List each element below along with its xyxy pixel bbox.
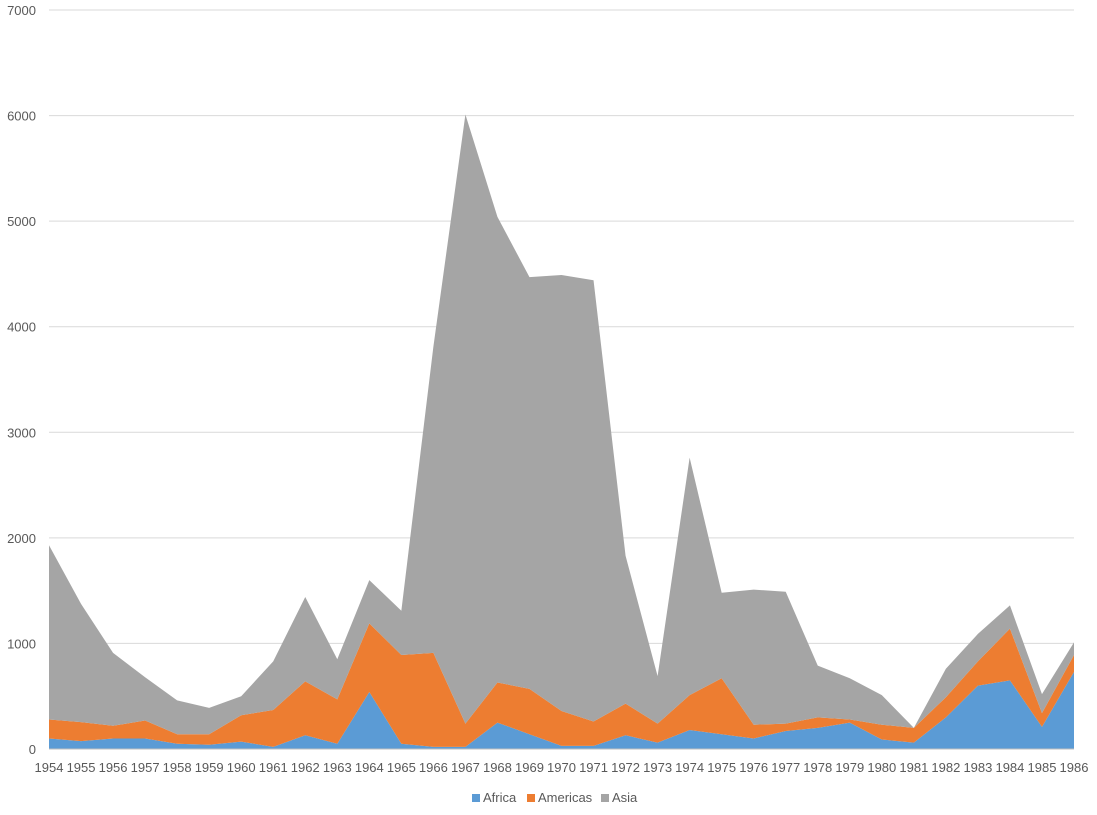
x-tick-label: 1957 [131,760,160,775]
area-africa [49,671,1074,749]
x-tick-label: 1969 [515,760,544,775]
x-tick-label: 1954 [35,760,64,775]
x-tick-label: 1966 [419,760,448,775]
x-tick-label: 1983 [963,760,992,775]
x-tick-label: 1962 [291,760,320,775]
x-tick-label: 1955 [67,760,96,775]
x-tick-label: 1960 [227,760,256,775]
legend-label-americas: Americas [538,790,593,805]
legend-swatch-asia [601,794,609,802]
x-tick-label: 1965 [387,760,416,775]
x-axis-ticks: 1954 1955 1956 1957 1958 1959 1960 1961 1962 1963… [35,760,1089,775]
y-tick-label: 4000 [7,320,36,335]
x-tick-label: 1981 [899,760,928,775]
x-tick-label: 1979 [835,760,864,775]
y-tick-label: 0 [29,742,36,757]
legend: Africa Americas Asia [472,790,638,805]
x-tick-label: 1971 [579,760,608,775]
y-tick-label: 5000 [7,214,36,229]
area-series [49,114,1074,749]
x-tick-label: 1970 [547,760,576,775]
y-tick-label: 3000 [7,425,36,440]
x-tick-label: 1967 [451,760,480,775]
x-tick-label: 1976 [739,760,768,775]
x-tick-label: 1974 [675,760,704,775]
x-tick-label: 1972 [611,760,640,775]
area-asia [49,114,1074,735]
x-tick-label: 1964 [355,760,384,775]
area-americas [49,623,1074,747]
x-tick-label: 1956 [99,760,128,775]
y-tick-label: 1000 [7,636,36,651]
x-tick-label: 1986 [1060,760,1089,775]
x-tick-label: 1980 [867,760,896,775]
y-tick-label: 7000 [7,3,36,18]
y-axis-ticks: 0 1000 2000 3000 4000 5000 6000 7000 [7,3,36,757]
x-tick-label: 1963 [323,760,352,775]
x-tick-label: 1978 [803,760,832,775]
x-tick-label: 1959 [195,760,224,775]
x-tick-label: 1985 [1028,760,1057,775]
x-tick-label: 1982 [931,760,960,775]
x-tick-label: 1975 [707,760,736,775]
x-tick-label: 1958 [163,760,192,775]
y-tick-label: 6000 [7,109,36,124]
y-tick-label: 2000 [7,531,36,546]
legend-label-asia: Asia [612,790,638,805]
x-tick-label: 1961 [259,760,288,775]
legend-swatch-africa [472,794,480,802]
x-tick-label: 1984 [995,760,1024,775]
x-tick-label: 1973 [643,760,672,775]
legend-label-africa: Africa [483,790,517,805]
x-tick-label: 1977 [771,760,800,775]
x-tick-label: 1968 [483,760,512,775]
legend-swatch-americas [527,794,535,802]
